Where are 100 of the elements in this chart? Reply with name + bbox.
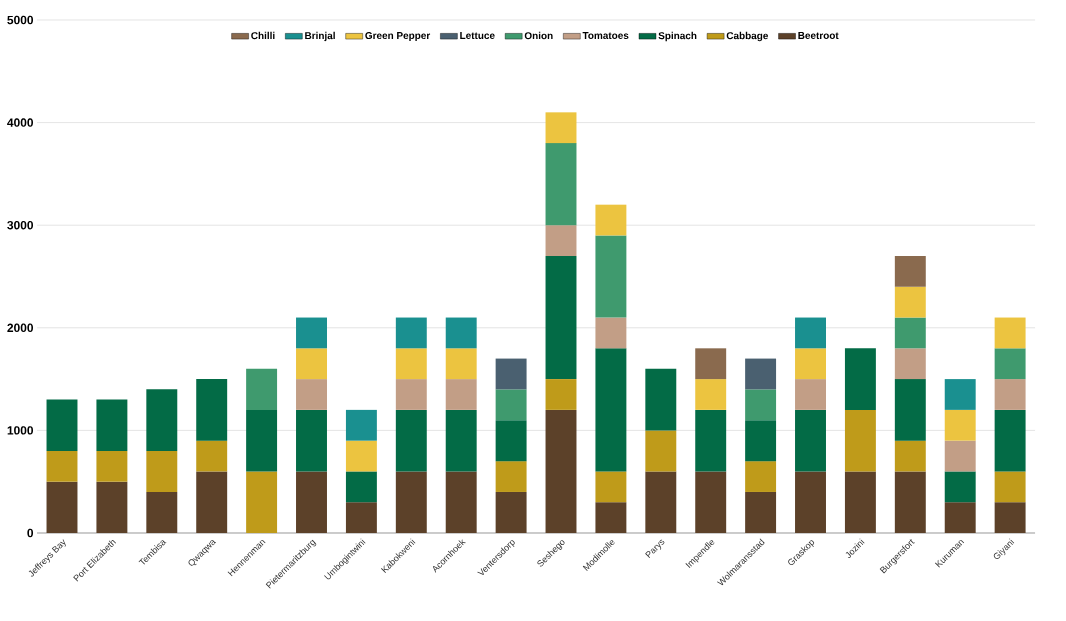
bar	[645, 471, 677, 533]
bar	[795, 348, 826, 380]
bar	[196, 471, 228, 533]
bar	[994, 348, 1026, 380]
bar	[246, 368, 278, 410]
bar	[844, 409, 876, 472]
bar	[645, 368, 677, 431]
bar	[46, 450, 78, 482]
y-tick-label: 5000	[7, 15, 34, 25]
bar	[196, 379, 228, 441]
bar	[944, 440, 976, 472]
bar	[495, 491, 527, 533]
bar	[795, 379, 826, 410]
bar	[445, 379, 477, 410]
bar	[345, 471, 377, 503]
bar	[545, 255, 577, 380]
bar	[595, 471, 627, 503]
bar	[296, 379, 327, 410]
bar	[745, 420, 777, 462]
bar	[695, 409, 727, 472]
legend-label: Onion	[524, 31, 553, 40]
y-tick-label: 3000	[7, 220, 34, 230]
bar	[395, 317, 427, 349]
bar	[296, 317, 327, 349]
y-tick-label: 1000	[7, 426, 34, 435]
bar	[844, 471, 876, 533]
bar	[695, 379, 727, 410]
bar	[96, 399, 128, 451]
bar	[46, 481, 78, 533]
bar	[595, 235, 627, 318]
bar	[944, 379, 976, 410]
bar	[495, 420, 527, 462]
bar	[545, 409, 577, 533]
bar	[345, 440, 377, 472]
bar	[894, 471, 926, 533]
bar	[96, 450, 128, 482]
bar	[994, 471, 1026, 503]
bar	[795, 471, 826, 533]
bar	[645, 430, 677, 472]
bar	[445, 409, 477, 472]
bar	[495, 461, 527, 492]
bar	[146, 450, 178, 492]
legend-label: Beetroot	[798, 32, 839, 39]
bar	[345, 502, 377, 533]
bar	[146, 389, 178, 451]
bar	[795, 409, 826, 472]
bar	[545, 112, 577, 144]
bar	[695, 471, 727, 533]
bar	[994, 379, 1026, 410]
bar	[395, 409, 427, 472]
legend-label: Chilli	[251, 31, 275, 40]
bar	[595, 502, 627, 533]
bar	[495, 389, 527, 421]
bar	[745, 358, 777, 390]
bar	[745, 461, 777, 492]
bar	[96, 481, 128, 533]
bar	[595, 348, 627, 472]
bar	[595, 204, 627, 236]
bar	[994, 409, 1026, 472]
bar	[296, 409, 327, 472]
bar	[146, 491, 178, 533]
legend-label: Cabbage	[726, 31, 769, 42]
bar	[894, 317, 926, 349]
bar	[196, 440, 228, 472]
bar	[445, 348, 477, 380]
bar	[495, 358, 527, 390]
legend-label: Brinjal	[305, 31, 335, 42]
bar	[894, 440, 926, 472]
bar	[994, 502, 1026, 533]
bar	[745, 491, 777, 533]
bar	[894, 286, 926, 318]
bar	[944, 502, 976, 533]
bar	[395, 379, 427, 410]
bar	[246, 471, 278, 533]
bar	[944, 471, 976, 503]
bar	[595, 317, 627, 349]
bar	[795, 317, 826, 349]
bar	[695, 348, 727, 380]
bar	[395, 471, 427, 533]
legend-label: Tomatoes	[582, 32, 629, 39]
bar	[445, 317, 477, 349]
y-tick-label: 0	[27, 528, 34, 538]
bar	[894, 379, 926, 441]
legend-label: Green Pepper	[365, 32, 431, 42]
bar	[994, 317, 1026, 349]
bar	[894, 348, 926, 380]
bar	[545, 225, 577, 256]
bar	[545, 143, 577, 226]
bar	[545, 379, 577, 410]
bar	[296, 471, 327, 533]
bar	[844, 348, 876, 410]
y-tick-label: 4000	[7, 118, 34, 127]
bar	[445, 471, 477, 533]
bar	[745, 389, 777, 421]
bar	[296, 348, 327, 380]
bar	[46, 399, 78, 451]
y-tick-label: 2000	[7, 323, 34, 333]
bar	[944, 409, 976, 441]
bar	[246, 409, 278, 472]
bar	[395, 348, 427, 380]
